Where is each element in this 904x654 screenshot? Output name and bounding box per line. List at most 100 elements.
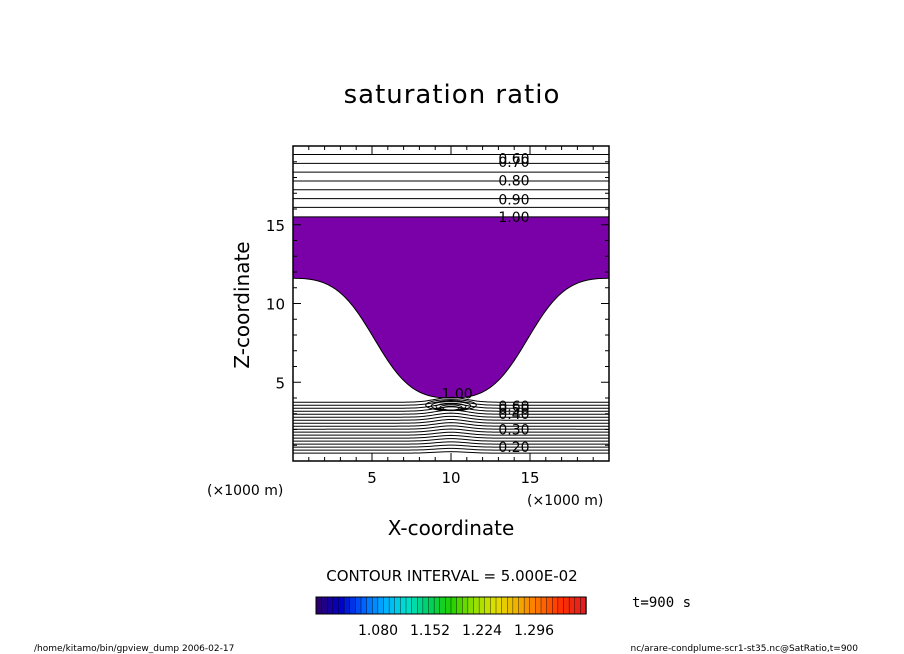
colorbar-cell xyxy=(411,596,418,615)
contour-interval-label: CONTOUR INTERVAL = 5.000E-02 xyxy=(326,567,577,585)
contour-line-lower xyxy=(293,438,609,442)
colorbar-cell xyxy=(518,596,525,615)
contour-label: 0.60 xyxy=(498,399,529,415)
colorbar-cell xyxy=(405,596,413,615)
contour-line-lower xyxy=(293,396,609,403)
colorbar-cell xyxy=(332,596,340,615)
colorbar-cell xyxy=(484,596,492,615)
colorbar-cell xyxy=(467,596,475,615)
colorbar-tick-label: 1.152 xyxy=(410,623,450,639)
footer-left: /home/kitamo/bin/gpview_dump 2006-02-17 xyxy=(34,644,234,654)
y-tick-label: 10 xyxy=(266,296,285,314)
contour-line-lower xyxy=(293,428,609,433)
footer-right: nc/arare-condplume-scr1-st35.nc@SatRatio… xyxy=(630,644,858,654)
colorbar-cell xyxy=(428,596,435,615)
x-tick-label: 15 xyxy=(520,469,539,487)
y-axis-title: Z-coordinate xyxy=(230,241,254,368)
y-axis-unit: (×1000 m) xyxy=(207,483,283,499)
colorbar-cell xyxy=(349,596,357,615)
colorbar-cell xyxy=(557,596,565,615)
colorbar-cell xyxy=(388,596,396,615)
colorbar-cell xyxy=(540,596,548,615)
contour-label: 0.80 xyxy=(498,174,529,190)
contour-line-lower xyxy=(293,418,609,424)
colorbar-cell xyxy=(473,596,480,615)
y-tick-label: 5 xyxy=(275,374,285,392)
colorbar-cell xyxy=(535,596,542,615)
contour-line-lower xyxy=(293,441,609,445)
colorbar-cell xyxy=(400,596,407,615)
x-axis-title: X-coordinate xyxy=(388,516,515,540)
colorbar-cell xyxy=(563,596,570,615)
contour-line-lower xyxy=(293,447,609,451)
contour-line-lower xyxy=(293,451,609,454)
contour-label: 0.90 xyxy=(498,193,529,209)
colorbar-cell xyxy=(360,596,368,615)
colorbar-tick-label: 1.296 xyxy=(514,623,554,639)
contour-line-lower xyxy=(293,415,609,421)
colorbar-cell xyxy=(523,596,531,615)
contour-label: 0.40 xyxy=(498,407,529,423)
y-tick-label: 15 xyxy=(266,217,285,235)
colorbar-cell xyxy=(327,596,334,615)
colorbar-cell xyxy=(439,596,447,615)
colorbar-cell xyxy=(315,596,323,615)
colorbar-cell xyxy=(338,596,345,615)
contour-line-lower xyxy=(293,400,609,406)
contour-label: 1.00 xyxy=(498,210,529,226)
colorbar-cell xyxy=(512,596,520,615)
x-tick-label: 5 xyxy=(367,469,377,487)
contour-line-closed xyxy=(442,405,460,411)
colorbar-cell xyxy=(366,596,373,615)
colorbar-tick-label: 1.224 xyxy=(462,623,502,639)
colorbar-tick-label: 1.080 xyxy=(358,623,398,639)
contour-label: 1.00 xyxy=(442,386,473,402)
contour-line-lower xyxy=(293,406,609,412)
contour-line-lower xyxy=(293,434,609,439)
colorbar-cell xyxy=(417,596,424,615)
x-axis-unit: (×1000 m) xyxy=(527,493,603,509)
colorbar-cell xyxy=(490,596,497,615)
colorbar-cell xyxy=(355,596,362,615)
contour-layer xyxy=(293,154,609,454)
colorbar-cell xyxy=(529,596,537,615)
colorbar-cell xyxy=(462,596,469,615)
colorbar-cell xyxy=(546,596,553,615)
colorbar-cell xyxy=(478,596,486,615)
colorbar-cell xyxy=(552,596,559,615)
colorbar-cell xyxy=(422,596,430,615)
chart-title: saturation ratio xyxy=(344,80,561,110)
supersaturated-region xyxy=(293,216,609,399)
colorbar-cell xyxy=(456,596,463,615)
contour-line-lower xyxy=(293,425,609,430)
colorbar-cell xyxy=(377,596,385,615)
contour-label: 0.60 xyxy=(498,152,529,168)
plot-area: 0.600.700.800.901.001.000.600.500.400.30… xyxy=(266,145,610,487)
colorbar-cell xyxy=(574,596,582,615)
colorbar-cell xyxy=(501,596,508,615)
contour-line-lower xyxy=(293,403,609,409)
colorbar-cell xyxy=(372,596,379,615)
colorbar: 1.080 1.152 1.224 1.296 xyxy=(315,596,587,639)
colorbar-cell xyxy=(343,596,351,615)
time-label: t=900 s xyxy=(632,595,691,611)
contour-line-lower xyxy=(293,412,609,418)
colorbar-cell xyxy=(507,596,514,615)
colorbar-frame xyxy=(315,596,587,615)
colorbar-cell xyxy=(450,596,458,615)
colorbar-cell xyxy=(321,596,328,615)
contour-line-lower xyxy=(293,431,609,436)
contour-line-lower xyxy=(293,422,609,427)
x-tick-label: 10 xyxy=(441,469,460,487)
contour-label: 0.50 xyxy=(498,402,529,418)
colorbar-cell xyxy=(383,596,390,615)
colorbar-cell xyxy=(445,596,452,615)
contour-label: 0.70 xyxy=(498,155,529,171)
colorbar-cell xyxy=(568,596,576,615)
contour-label: 0.30 xyxy=(498,423,529,439)
colorbar-cell xyxy=(433,596,441,615)
colorbar-cell xyxy=(394,596,402,615)
contour-label: 0.20 xyxy=(498,440,529,456)
contour-line-lower xyxy=(293,444,609,448)
